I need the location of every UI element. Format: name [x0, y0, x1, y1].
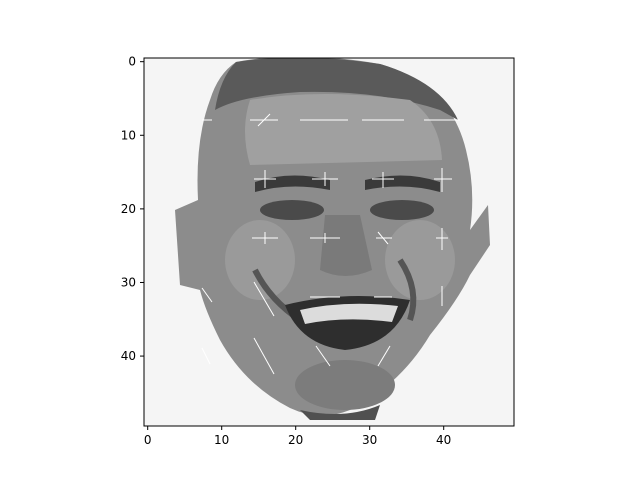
y-tick-label: 40	[121, 349, 136, 363]
left-eyebrow	[255, 175, 330, 192]
y-tick-label: 0	[128, 55, 136, 69]
forehead	[245, 94, 442, 165]
x-tick-label: 20	[288, 433, 303, 447]
marker-diag	[315, 345, 331, 367]
smile-fold-right	[397, 258, 417, 321]
x-axis: 0 10 20 30 40	[144, 426, 451, 447]
x-tick-label: 0	[144, 433, 152, 447]
neck-shadow	[300, 405, 380, 420]
left-eye	[260, 200, 324, 220]
y-axis: 0 10 20 30 40	[121, 55, 144, 363]
y-tick-label: 10	[121, 128, 136, 142]
x-tick-label: 40	[436, 433, 451, 447]
face-image	[144, 58, 514, 426]
hair	[215, 58, 458, 120]
axes-frame	[143, 57, 515, 427]
y-tick-label: 30	[121, 275, 136, 289]
feature-overlay	[201, 113, 460, 375]
marker-diag	[377, 231, 389, 245]
x-tick-label: 10	[214, 433, 229, 447]
marker-diag	[253, 337, 275, 375]
teeth	[300, 303, 398, 324]
x-tick-label: 30	[362, 433, 377, 447]
y-tick-label: 20	[121, 202, 136, 216]
nose	[320, 215, 372, 276]
marker-diag	[201, 287, 213, 303]
right-eye	[370, 200, 434, 220]
chin	[295, 360, 395, 410]
left-cheek	[225, 220, 295, 300]
right-cheek	[385, 220, 455, 300]
marker-diag	[253, 281, 275, 317]
marker-diag	[377, 345, 391, 367]
right-eyebrow	[365, 175, 440, 192]
marker-diag	[201, 347, 211, 365]
